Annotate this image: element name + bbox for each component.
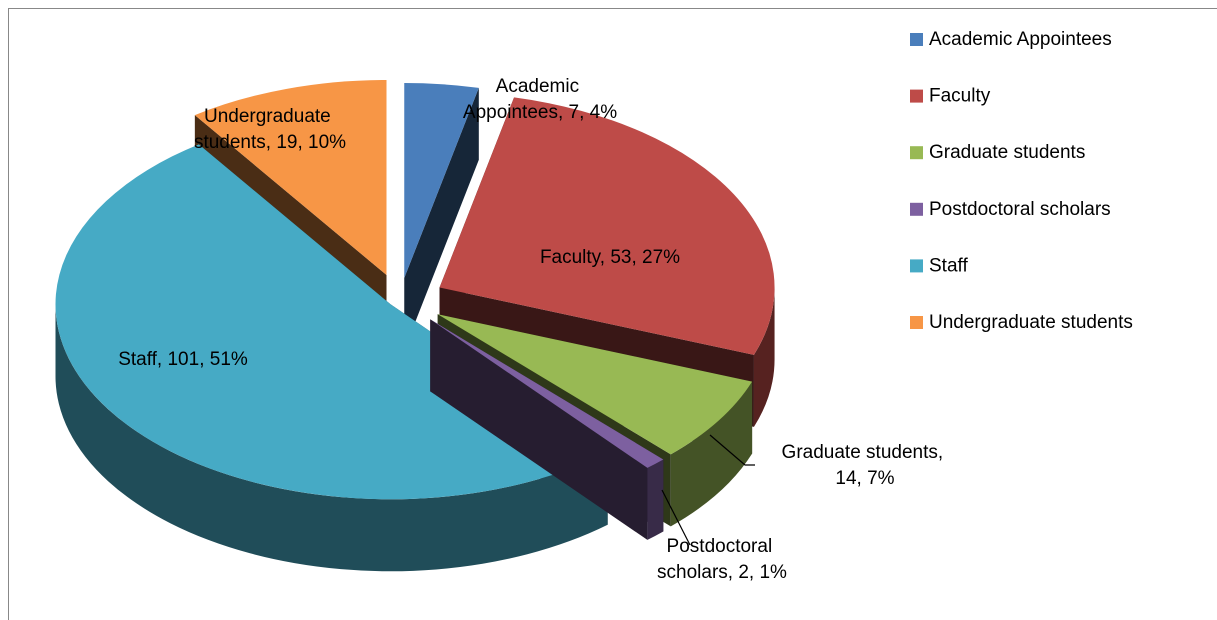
legend-label: Graduate students [929,142,1085,163]
slice-wall [670,381,753,527]
slice-wall [647,459,664,540]
slice [439,97,775,355]
slice-group [430,319,664,540]
slice-wall [753,287,775,427]
slice [430,319,664,468]
data-label: Postdoctoral scholars, 2, 1% [657,536,787,583]
data-label: Undergraduate students, 19, 10% [194,106,346,153]
data-label: Academic Appointees, 7, 4% [463,76,617,123]
data-label: Faculty, 53, 27% [540,247,680,268]
legend-swatch [910,33,923,46]
legend-swatch [910,316,923,329]
slice [404,83,479,279]
data-label: Graduate students, 14, 7% [782,442,949,489]
legend-swatch [910,259,923,273]
legend-label: Faculty [929,86,991,107]
leader-line [709,434,755,466]
slice [194,80,387,276]
legend-label: Staff [929,255,968,276]
legend-swatch [910,202,923,216]
legend-swatch [910,89,923,103]
slice-side-face [404,87,479,351]
leader-line [661,489,691,546]
slice-wall [55,304,608,572]
legend-label: Undergraduate students [929,312,1133,333]
slice-side-face [430,319,648,540]
legend-swatch [910,146,923,160]
slice [437,314,753,455]
legend-label: Postdoctoral scholars [929,199,1111,220]
slice-group [404,83,479,351]
data-label: Staff, 101, 51% [118,349,248,370]
legend-label: Academic Appointees [929,29,1112,50]
